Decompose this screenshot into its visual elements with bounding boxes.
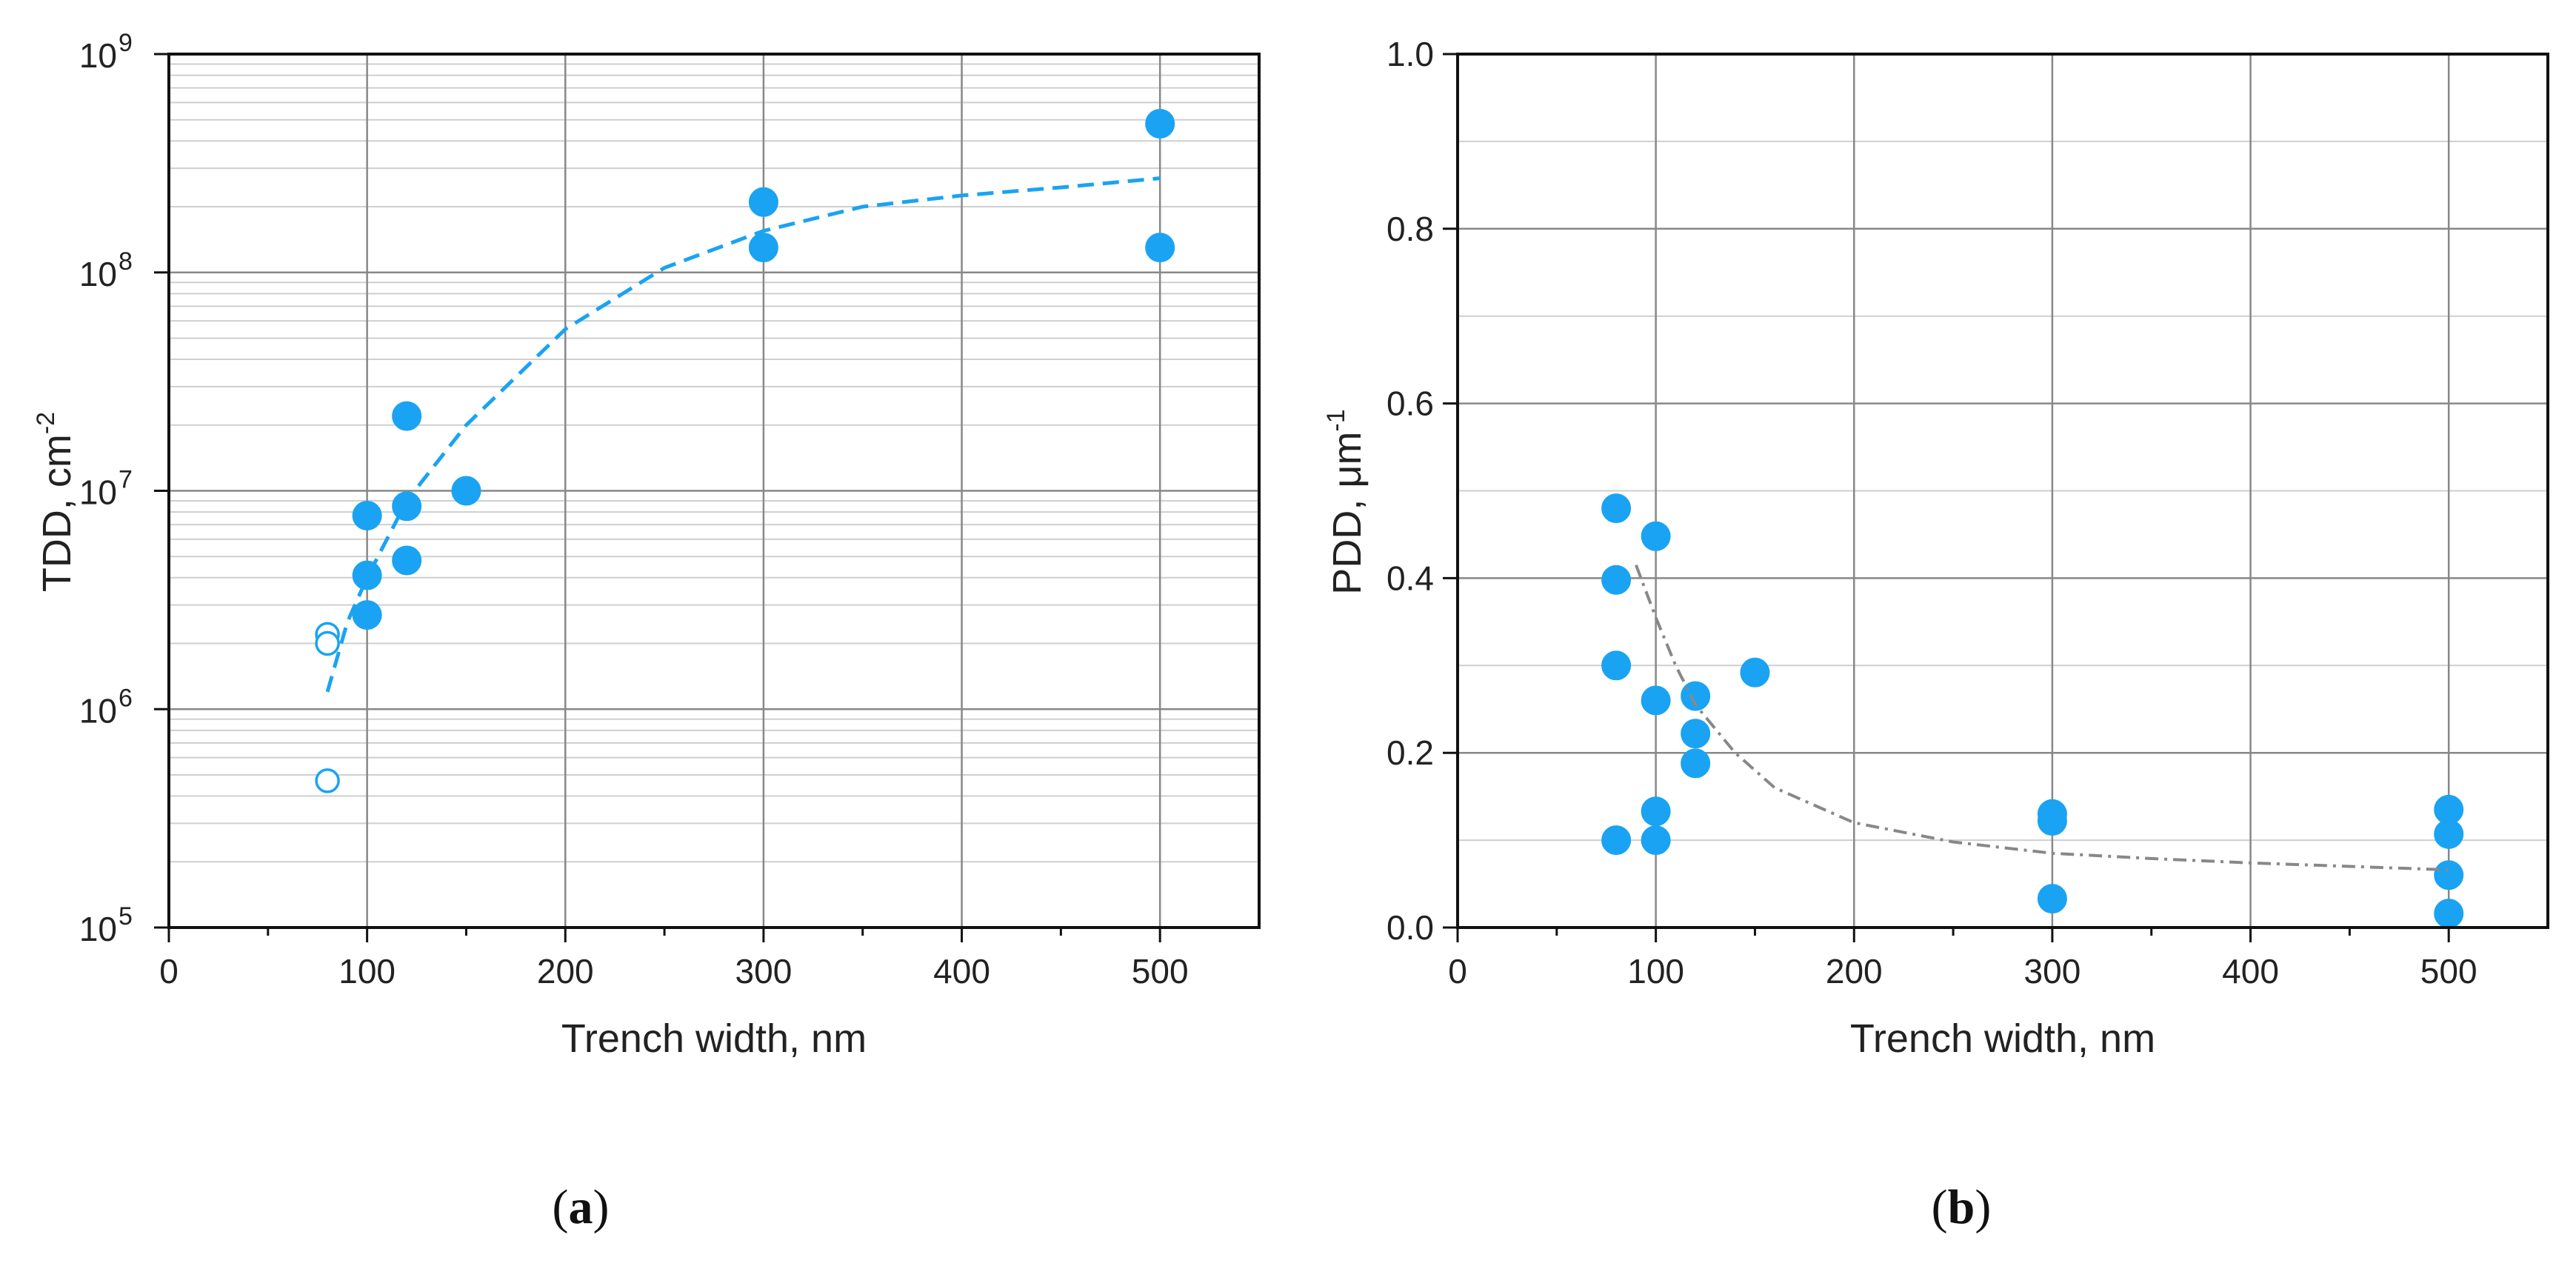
series-fit (325, 176, 1161, 693)
y-tick-label: 0.6 (1387, 384, 1434, 423)
y-tick-label: 10 (79, 255, 117, 293)
y-tick-label-exponent: 8 (119, 247, 133, 276)
data-point (748, 187, 778, 217)
x-axis-title: Trench width, nm (561, 1016, 867, 1061)
axis-ticks (154, 53, 1161, 942)
y-axis-title-text: PDD, μm (1325, 432, 1369, 595)
data-point (392, 401, 422, 431)
panel-label: (a) (553, 1180, 610, 1234)
data-point (1145, 108, 1175, 139)
x-tick-label: 100 (1627, 952, 1684, 990)
y-tick-label-exponent: 5 (119, 902, 133, 930)
x-tick-labels: 0 100 200 300 400 500 (1448, 952, 2477, 990)
data-point (2037, 884, 2067, 914)
y-axis-title: TDD, cm-2 (32, 412, 79, 592)
data-point (748, 233, 778, 263)
data-point (1601, 493, 1632, 524)
data-point (1641, 796, 1671, 827)
data-point (1681, 748, 1711, 779)
series-filled (1601, 493, 2464, 929)
x-tick-label: 0 (1448, 952, 1467, 990)
x-tick-labels: 0 100 200 300 400 500 (159, 952, 1188, 990)
series-open (315, 622, 340, 793)
data-point (1681, 719, 1711, 749)
y-tick-label: 10 (79, 691, 117, 730)
data-point (392, 491, 422, 522)
data-point (1601, 565, 1632, 595)
x-tick-label: 0 (159, 952, 178, 990)
x-tick-label: 500 (1132, 952, 1189, 990)
panel-label-paren: ( (1932, 1180, 1948, 1234)
data-point (352, 500, 382, 530)
y-tick-label: 0.4 (1387, 559, 1434, 597)
panel-label-paren: ) (1975, 1180, 1991, 1234)
panel-label-paren: ) (593, 1180, 610, 1234)
panel-label-letter: a (569, 1180, 593, 1234)
panel-label: (b) (1932, 1180, 1992, 1234)
series-fit (1635, 564, 2449, 872)
x-tick-label: 300 (735, 952, 793, 990)
data-point (2434, 819, 2464, 849)
y-tick-label-exponent: 6 (119, 684, 133, 712)
y-axis-title-text: TDD, cm (35, 434, 79, 592)
y-tick-label: 1.0 (1387, 35, 1434, 73)
y-axis-title-superscript: -1 (1322, 409, 1350, 431)
series-filled (352, 108, 1175, 630)
y-tick-label: 0.2 (1387, 733, 1434, 772)
x-tick-label: 300 (2024, 952, 2081, 990)
x-tick-label: 200 (1826, 952, 1883, 990)
x-tick-label: 100 (338, 952, 396, 990)
axis-ticks (1443, 53, 2450, 942)
data-point (1641, 521, 1671, 551)
gridlines (167, 53, 1259, 929)
x-tick-label: 400 (2222, 952, 2279, 990)
panel-label-paren: ( (553, 1180, 569, 1234)
data-point (1601, 825, 1632, 856)
y-tick-label: 0.0 (1387, 908, 1434, 947)
data-point (1641, 685, 1671, 716)
y-tick-label-exponent: 7 (119, 466, 133, 494)
data-point (1601, 650, 1632, 681)
data-point (1740, 657, 1770, 687)
data-point (451, 476, 481, 506)
gridlines (1456, 53, 2548, 929)
x-tick-label: 400 (933, 952, 990, 990)
x-tick-label: 200 (537, 952, 594, 990)
data-point (2037, 806, 2067, 836)
data-point (1641, 825, 1671, 856)
plot-frame (167, 53, 1261, 929)
x-tick-label: 500 (2420, 952, 2477, 990)
fit-curve (1635, 564, 2449, 872)
data-point-open (315, 630, 340, 656)
plot-frame (1456, 53, 2549, 929)
y-tick-label: 10 (79, 36, 117, 75)
data-point (352, 600, 382, 630)
data-point (2434, 860, 2464, 890)
y-tick-label: 10 (79, 910, 117, 948)
x-axis-title: Trench width, nm (1850, 1016, 2155, 1061)
data-point (392, 545, 422, 576)
data-point (352, 560, 382, 590)
panel-label-letter: b (1948, 1180, 1975, 1234)
y-tick-label-exponent: 9 (119, 29, 133, 57)
panel-b-chart: 0 100 200 300 400 500 0.0 0.2 0.4 0.6 0.8 1.0 Trench… (1322, 35, 2549, 1234)
fit-curve (325, 176, 1161, 693)
y-axis-title-superscript: -2 (32, 412, 60, 434)
data-point-open (315, 768, 340, 793)
y-tick-label: 10 (79, 473, 117, 512)
y-axis-title: PDD, μm-1 (1322, 409, 1369, 594)
y-tick-labels: 0.0 0.2 0.4 0.6 0.8 1.0 (1387, 35, 1434, 947)
y-tick-label: 0.8 (1387, 210, 1434, 248)
data-point (2434, 899, 2464, 929)
data-point (1145, 233, 1175, 263)
